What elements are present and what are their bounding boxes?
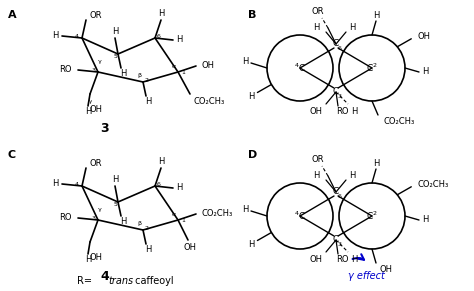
Text: C: C (333, 40, 339, 49)
Text: OH: OH (202, 61, 215, 70)
Text: RO: RO (336, 107, 348, 116)
Text: H: H (349, 171, 355, 180)
Text: H: H (373, 159, 379, 168)
Text: H: H (52, 180, 58, 189)
Text: 4: 4 (75, 35, 79, 40)
Text: OH: OH (90, 253, 102, 262)
Text: OH: OH (380, 265, 393, 274)
Text: H: H (145, 97, 151, 107)
Text: C: C (333, 88, 339, 97)
Text: OR: OR (312, 6, 324, 15)
Text: H: H (120, 217, 126, 226)
Text: 2: 2 (145, 77, 149, 83)
Text: 3: 3 (338, 242, 342, 248)
Text: H: H (242, 205, 248, 214)
Text: CO₂CH₃: CO₂CH₃ (417, 180, 448, 189)
Text: α: α (172, 63, 176, 68)
Text: H: H (248, 240, 255, 249)
Text: 4: 4 (75, 182, 79, 187)
Text: H: H (248, 92, 255, 101)
Text: β: β (137, 221, 141, 226)
Text: H: H (422, 216, 428, 224)
Text: 5: 5 (114, 203, 118, 207)
Text: H: H (351, 255, 357, 263)
Text: D: D (248, 150, 257, 160)
Text: OH: OH (310, 107, 322, 116)
Text: H: H (351, 107, 357, 116)
Text: H: H (158, 10, 164, 19)
Text: β: β (137, 74, 141, 79)
Text: 3: 3 (92, 216, 96, 221)
Text: OR: OR (312, 155, 324, 164)
Text: H: H (242, 56, 248, 65)
Text: γ: γ (98, 59, 102, 65)
Text: H: H (176, 36, 182, 45)
Text: 5: 5 (114, 54, 118, 59)
Text: OH: OH (417, 32, 430, 41)
Text: C: C (333, 187, 339, 196)
Text: H: H (85, 255, 91, 265)
Text: OH: OH (310, 255, 322, 263)
Text: 6: 6 (338, 47, 342, 52)
FancyArrowPatch shape (353, 254, 364, 260)
Text: 2: 2 (145, 226, 149, 230)
Text: H: H (349, 24, 355, 33)
Text: R=: R= (77, 276, 95, 286)
Text: γ: γ (98, 207, 102, 212)
Text: $^4$C: $^4$C (294, 62, 306, 74)
Text: H: H (85, 107, 91, 116)
Text: 6: 6 (338, 194, 342, 200)
Text: RO: RO (60, 65, 72, 74)
Text: 3: 3 (338, 95, 342, 100)
Text: RO: RO (336, 255, 348, 265)
Text: OH: OH (183, 242, 197, 251)
Text: H: H (112, 28, 118, 36)
Text: 3: 3 (92, 68, 96, 72)
Text: trans: trans (108, 276, 133, 286)
Text: $^4$C: $^4$C (294, 210, 306, 222)
Text: H: H (176, 184, 182, 193)
Text: CO₂CH₃: CO₂CH₃ (202, 210, 233, 219)
Text: OH: OH (90, 106, 102, 114)
Text: C: C (8, 150, 16, 160)
Text: 1: 1 (181, 70, 185, 74)
Text: A: A (8, 10, 17, 20)
Text: H: H (158, 157, 164, 166)
Text: H: H (52, 31, 58, 40)
Text: caffeoyl: caffeoyl (132, 276, 173, 286)
Text: B: B (248, 10, 256, 20)
Text: CO₂CH₃: CO₂CH₃ (194, 97, 225, 106)
Text: H: H (373, 10, 379, 19)
Text: OR: OR (90, 159, 102, 168)
Text: H: H (313, 24, 319, 33)
Text: 6: 6 (157, 35, 161, 40)
Text: 3: 3 (100, 122, 109, 134)
Text: H: H (422, 68, 428, 77)
Text: 4: 4 (100, 269, 109, 283)
Text: H: H (120, 70, 126, 79)
Text: CO₂CH₃: CO₂CH₃ (384, 116, 415, 125)
Text: RO: RO (60, 214, 72, 223)
Text: α: α (172, 212, 176, 217)
Text: C: C (333, 235, 339, 244)
Text: OR: OR (90, 10, 102, 19)
Text: 1: 1 (181, 217, 185, 223)
Text: H: H (145, 246, 151, 255)
Text: H: H (313, 171, 319, 180)
Text: γ effect: γ effect (347, 271, 384, 281)
Text: C$^2$: C$^2$ (366, 62, 378, 74)
Text: H: H (112, 175, 118, 184)
Text: 6: 6 (157, 182, 161, 187)
Text: C$^2$: C$^2$ (366, 210, 378, 222)
Text: γ: γ (90, 98, 92, 104)
